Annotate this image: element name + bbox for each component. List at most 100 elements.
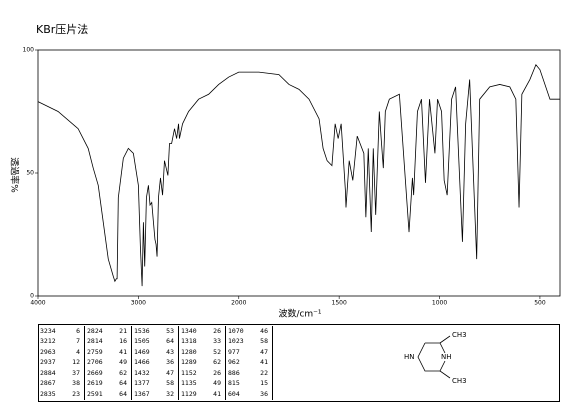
structure-label: CH3 <box>452 377 467 385</box>
table-cell: 2669 <box>87 368 103 377</box>
table-cell: 62 <box>113 368 132 379</box>
x-tick-label: 1500 <box>332 300 347 307</box>
table-cell: 41 <box>207 389 226 400</box>
table-cell: 1023 <box>228 337 244 346</box>
table-cell: 21 <box>113 326 132 337</box>
table-row: 2835 23 2591 64 1367 32 1129 41 604 36 <box>38 389 560 400</box>
table-cell: 1280 <box>181 347 197 356</box>
table-cell: 1135 <box>181 379 197 388</box>
table-cell: 43 <box>160 347 179 358</box>
bond <box>417 342 440 372</box>
table-cell: 2937 <box>40 358 56 367</box>
table-cell: 886 <box>228 368 240 377</box>
table-cell: 2824 <box>87 326 103 335</box>
table-cell: 49 <box>113 357 132 369</box>
table-cell: 604 <box>228 389 240 398</box>
x-axis-label: 波数/cm⁻¹ <box>278 308 321 320</box>
table-row: 3234 6 2824 21 1536 53 1340 26 1070 46 <box>38 326 560 337</box>
table-cell: 16 <box>113 336 132 348</box>
chart: KBr压片法 波数/cm⁻¹ 透過率% 4000 3000 2000 1500 1000… <box>9 22 561 320</box>
table-cell: 2591 <box>87 389 103 398</box>
spectrum-line <box>37 63 560 287</box>
peak-table: 3234 6 2824 21 1536 53 1340 26 1070 46 3212 7 2814 16… <box>38 326 560 400</box>
table-cell: 33 <box>207 336 226 348</box>
table-cell: 2867 <box>40 379 56 388</box>
table-cell: 6 <box>66 326 85 337</box>
table-cell: 53 <box>160 326 179 337</box>
table-cell: 1367 <box>134 389 150 398</box>
y-tick-label: 100 <box>23 47 35 54</box>
structure: CH3 HN NH CH3 <box>404 331 467 385</box>
table-cell: 41 <box>254 357 273 369</box>
table-cell: 37 <box>66 368 85 379</box>
table-cell: 1129 <box>181 389 197 398</box>
x-tick-label: 1000 <box>432 300 447 307</box>
table-cell: 58 <box>254 336 273 348</box>
x-tick-label: 3000 <box>131 300 146 307</box>
x-tick-label: 2000 <box>231 300 246 307</box>
table-cell: 41 <box>113 347 132 358</box>
table-cell: 1505 <box>134 337 150 346</box>
bond <box>425 342 446 354</box>
table-cell: 36 <box>254 389 273 400</box>
table-cell: 1536 <box>134 326 150 335</box>
table-cell: 12 <box>66 357 85 369</box>
plot-frame <box>37 49 561 297</box>
table-cell: 2706 <box>87 358 103 367</box>
bond <box>439 360 451 379</box>
table-cell: 3212 <box>40 337 56 346</box>
y-axis-label: 透過率% <box>9 157 21 193</box>
table-cell: 23 <box>66 389 85 400</box>
table-row: 2963 4 2759 41 1469 43 1280 52 977 47 <box>38 347 560 358</box>
table-cell: 46 <box>254 326 273 337</box>
table-cell: 49 <box>207 378 226 390</box>
table-cell: 2759 <box>87 347 103 356</box>
table-cell: 58 <box>160 378 179 390</box>
structure-label: NH <box>441 353 452 361</box>
y-tick-label: 50 <box>26 170 34 177</box>
table-row: 2867 38 2619 64 1377 58 1135 49 815 15 <box>38 378 560 390</box>
table-row: 2884 37 2669 62 1432 47 1152 26 886 22 <box>38 368 560 379</box>
table-cell: 977 <box>228 347 240 356</box>
x-tick-label: 4000 <box>30 300 45 307</box>
table-cell: 1469 <box>134 347 150 356</box>
y-tick-label: 0 <box>30 293 34 300</box>
table-cell: 32 <box>160 389 179 400</box>
structure-label: CH3 <box>452 331 467 339</box>
table-cell: 26 <box>207 326 226 337</box>
table-cell: 2884 <box>40 368 56 377</box>
table-frame <box>38 324 560 402</box>
table-cell: 1152 <box>181 368 197 377</box>
table-cell: 1340 <box>181 326 197 335</box>
table-cell: 4 <box>66 347 85 358</box>
table-cell: 2963 <box>40 347 56 356</box>
table-cell: 2835 <box>40 389 56 398</box>
table-cell: 2619 <box>87 379 103 388</box>
table-row: 2937 12 2706 49 1466 36 1289 62 962 41 <box>38 357 560 369</box>
table-cell: 7 <box>66 336 85 348</box>
table-cell: 62 <box>207 357 226 369</box>
table-cell: 1318 <box>181 337 197 346</box>
table-cell: 1070 <box>228 326 244 335</box>
table-cell: 3234 <box>40 326 56 335</box>
structure-label: HN <box>404 353 415 361</box>
table-cell: 1432 <box>134 368 150 377</box>
table-row: 3212 7 2814 16 1505 64 1318 33 1023 58 <box>38 336 560 348</box>
table-cell: 64 <box>113 378 132 390</box>
table-cell: 962 <box>228 358 240 367</box>
table-cell: 38 <box>66 378 85 390</box>
table-cell: 26 <box>207 368 226 379</box>
table-cell: 1466 <box>134 358 150 367</box>
table-cell: 52 <box>207 347 226 358</box>
table-cell: 36 <box>160 357 179 369</box>
table-cell: 15 <box>254 378 273 390</box>
bond <box>439 335 451 344</box>
table-cell: 22 <box>254 368 273 379</box>
table-cell: 1377 <box>134 379 150 388</box>
table-cell: 47 <box>254 347 273 358</box>
table-cell: 815 <box>228 379 240 388</box>
table-cell: 64 <box>160 336 179 348</box>
chart-title: KBr压片法 <box>36 22 88 36</box>
table-cell: 2814 <box>87 337 103 346</box>
